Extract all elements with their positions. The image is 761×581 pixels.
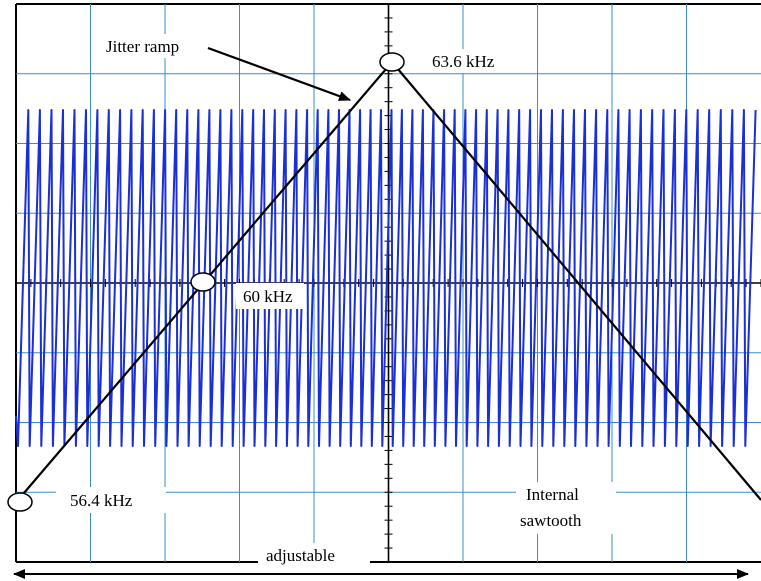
freq-min-label: 56.4 kHz <box>70 491 133 510</box>
internal-label-line2: sawtooth <box>520 511 582 530</box>
jitter-ramp-label: Jitter ramp <box>106 37 179 56</box>
jitter-label-bg <box>100 34 204 58</box>
adjustable-label: adjustable <box>266 546 335 565</box>
marker-min <box>7 492 33 512</box>
marker-max <box>379 52 405 72</box>
freq-min-bg <box>56 487 166 513</box>
adjustable-bg <box>258 543 370 569</box>
internal-sawtooth-bg <box>516 482 616 534</box>
freq-center-bg <box>236 283 304 309</box>
jitter-ramp <box>17 60 761 501</box>
freq-max-bg <box>424 49 526 73</box>
sawtooth-trace <box>15 109 757 447</box>
freq-center-label: 60 kHz <box>243 287 293 306</box>
internal-label-line1: Internal <box>526 485 579 504</box>
jitter-pointer-arrow <box>207 46 351 102</box>
freq-max-label: 63.6 kHz <box>432 52 495 71</box>
sawtooth-waveform <box>15 109 757 447</box>
marker-center <box>190 272 216 292</box>
scope-graticule <box>15 3 761 563</box>
